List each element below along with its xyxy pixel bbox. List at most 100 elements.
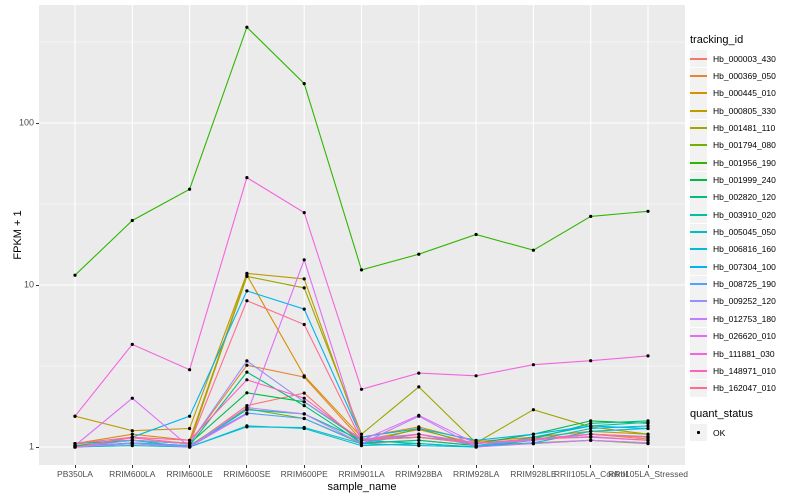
x-tick-mark [418, 465, 420, 468]
legend-key [690, 171, 707, 189]
data-point [531, 442, 535, 446]
data-point [302, 277, 306, 281]
data-point [245, 378, 249, 382]
legend-key [690, 67, 707, 85]
x-tick-label: RRIM600PE [280, 469, 328, 479]
line-key-icon [690, 317, 707, 320]
legend-item: Hb_001956_190 [690, 154, 798, 172]
legend-key [690, 119, 707, 137]
data-point [73, 445, 77, 449]
legend-item: Hb_006816_160 [690, 240, 798, 258]
data-point [130, 436, 134, 440]
x-tick-mark [532, 465, 534, 468]
data-point [417, 444, 421, 448]
legend-item: Hb_000445_010 [690, 84, 798, 102]
data-point [130, 438, 134, 442]
legend-items: Hb_000003_430 Hb_000369_050 Hb_000445_010 H… [690, 50, 798, 397]
data-point [531, 432, 535, 436]
legend-item-label: Hb_026620_010 [713, 331, 776, 342]
legend-key [690, 136, 707, 154]
data-point [417, 435, 421, 439]
data-point [474, 232, 478, 237]
legend-item: Hb_162047_010 [690, 379, 798, 397]
x-tick-label: RRII105LA_Control [553, 469, 628, 479]
data-point [359, 442, 364, 446]
legend-key [690, 327, 707, 345]
data-point [646, 441, 650, 445]
legend-title: tracking_id [690, 34, 744, 46]
legend-key [690, 154, 707, 172]
legend-key [690, 188, 707, 206]
data-point [245, 412, 249, 416]
line-key-icon [690, 300, 707, 303]
x-tick-mark [361, 465, 362, 468]
data-point [474, 374, 478, 378]
data-point [589, 214, 593, 218]
data-point [302, 391, 306, 395]
data-point [245, 370, 249, 374]
data-point [245, 274, 249, 278]
legend-key [690, 424, 707, 442]
legend-item: Hb_026620_010 [690, 327, 798, 345]
data-point [130, 218, 134, 223]
line-key-icon [690, 127, 707, 130]
legend-key [690, 50, 707, 68]
line-key-icon [690, 283, 707, 286]
data-point [302, 211, 306, 215]
data-point [359, 387, 364, 391]
legend-item: Hb_000369_050 [690, 67, 798, 85]
data-point [531, 248, 535, 252]
data-point [589, 359, 593, 363]
data-point [302, 322, 306, 327]
legend-key [690, 258, 707, 276]
data-point [188, 368, 192, 372]
point-key-icon [697, 431, 700, 435]
legend-item-label: Hb_001794_080 [713, 140, 776, 151]
legend-item: Hb_001999_240 [690, 171, 798, 189]
x-tick-label: RRIM928LE [510, 469, 557, 479]
data-point [646, 354, 650, 358]
data-point [73, 414, 77, 418]
data-point [188, 426, 192, 431]
data-point [417, 426, 421, 431]
line-key-icon [690, 92, 707, 95]
data-point [589, 421, 593, 425]
x-tick-mark [74, 465, 76, 468]
data-point [302, 82, 306, 86]
legend-key [690, 292, 707, 310]
y-tick-mark [36, 284, 39, 286]
legend-key [690, 84, 707, 102]
data-point [531, 408, 535, 412]
legend-key [690, 275, 707, 293]
legend-item: Hb_007304_100 [690, 258, 798, 276]
legend-item-label: Hb_148971_010 [713, 365, 776, 376]
plot-panel [39, 5, 685, 465]
data-point [646, 438, 650, 442]
data-point [188, 187, 192, 191]
data-point [646, 424, 650, 428]
legend-item-label: Hb_001481_110 [713, 123, 776, 134]
data-point [302, 425, 306, 430]
data-point [73, 273, 77, 277]
legend-item-label: Hb_001999_240 [713, 175, 776, 186]
data-point [302, 258, 306, 262]
legend-key [690, 379, 707, 397]
y-tick-mark [36, 122, 39, 124]
data-point [474, 445, 478, 449]
data-point [302, 412, 306, 416]
data-point [417, 413, 421, 417]
data-point [417, 371, 421, 375]
legend-key [690, 240, 707, 258]
line-key-icon [690, 109, 707, 112]
quant-legend-item: OK [690, 424, 798, 442]
legend-item-label: Hb_008725_190 [713, 279, 776, 290]
line-key-icon [690, 231, 707, 234]
data-point [589, 419, 593, 423]
legend-item: Hb_002820_120 [690, 188, 798, 206]
data-point [188, 438, 192, 442]
x-tick-mark [475, 465, 477, 468]
data-point [589, 426, 593, 431]
y-tick-label: 1 [28, 441, 34, 452]
line-key-icon [690, 161, 707, 164]
data-point [589, 429, 593, 433]
